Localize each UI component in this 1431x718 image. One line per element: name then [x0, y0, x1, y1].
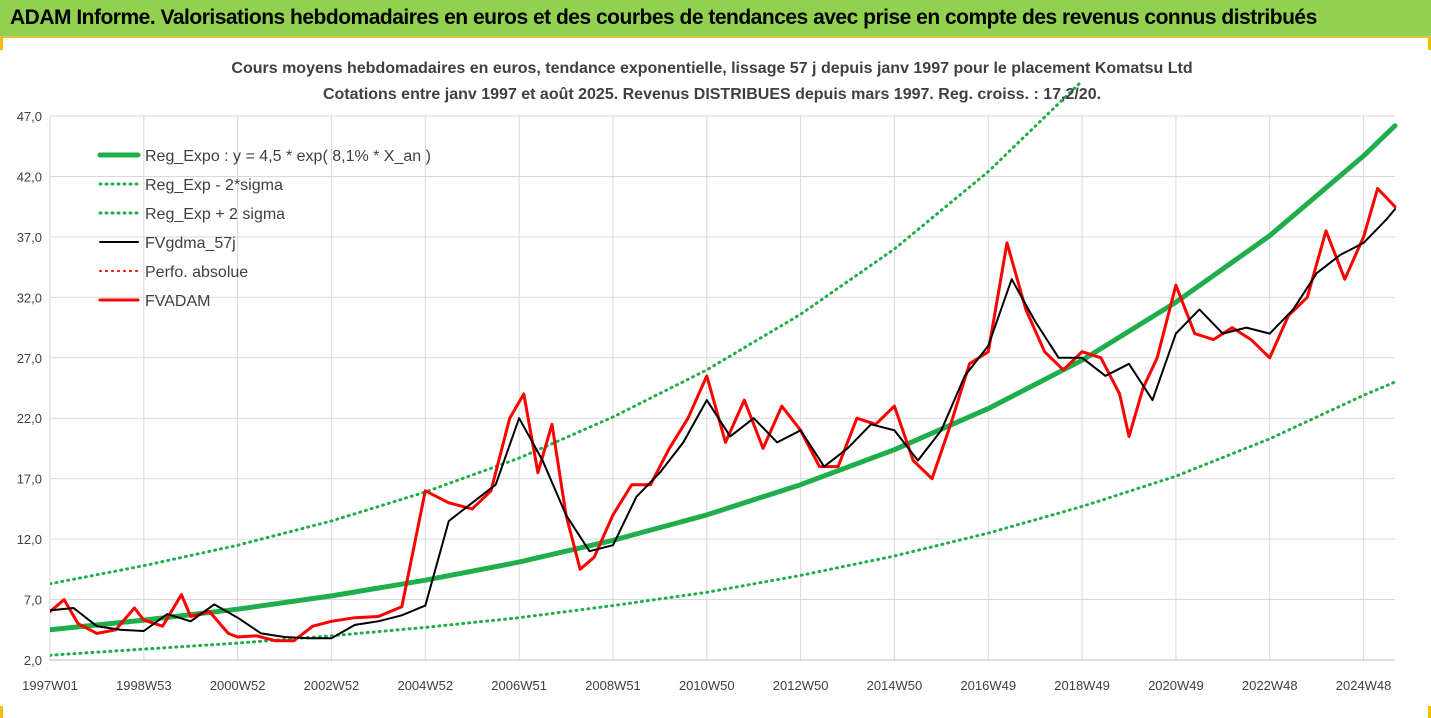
series-line-3 [50, 208, 1396, 640]
legend: Reg_Expo : y = 4,5 * exp( 8,1% * X_an ) R… [97, 148, 431, 310]
y-tick-label: 12,0 [17, 532, 42, 547]
banner: ADAM Informe. Valorisations hebdomadaire… [0, 0, 1431, 38]
series-line-0 [50, 123, 1398, 633]
y-tick-label: 7,0 [24, 593, 42, 608]
banner-title: ADAM Informe. Valorisations hebdomadaire… [10, 6, 1317, 29]
legend-entry: Perfo. absolue [145, 264, 248, 281]
legend-entry: Reg_Expo : y = 4,5 * exp( 8,1% * X_an ) [145, 148, 431, 165]
y-tick-label: 37,0 [17, 230, 42, 245]
chart-subtitle: Cotations entre janv 1997 et août 2025. … [323, 86, 1101, 103]
series-line-2 [50, 80, 1084, 586]
x-tick-label: 1997W01 [22, 678, 78, 693]
legend-entry: Reg_Exp + 2 sigma [145, 206, 285, 223]
y-tick-label: 22,0 [17, 411, 42, 426]
x-tick-label: 2002W52 [304, 678, 360, 693]
corner-mark-bottom-left [0, 706, 3, 718]
y-tick-label: 42,0 [17, 169, 42, 184]
corner-mark-top-right [1428, 38, 1431, 50]
axes: 2,0 7,0 12,0 17,0 22,0 27,0 32,0 37,0 42,0 47,0 19… [17, 109, 1395, 693]
series-layer [50, 80, 1398, 657]
corner-mark-top-left [0, 38, 3, 50]
x-tick-label: 2022W48 [1242, 678, 1298, 693]
chart-title: Cours moyens hebdomadaires en euros, ten… [231, 60, 1192, 77]
x-tick-label: 2016W49 [960, 678, 1016, 693]
x-tick-label: 2012W50 [773, 678, 829, 693]
y-tick-label: 2,0 [24, 653, 42, 668]
grid [49, 115, 1395, 661]
legend-entry: FVADAM [145, 293, 210, 310]
x-tick-label: 2018W49 [1054, 678, 1110, 693]
y-tick-label: 47,0 [17, 109, 42, 124]
x-tick-label: 2020W49 [1148, 678, 1204, 693]
y-tick-label: 32,0 [17, 290, 42, 305]
legend-entry: FVgdma_57j [145, 235, 236, 252]
series-line-5 [50, 187, 1397, 643]
x-tick-label: 2000W52 [210, 678, 266, 693]
y-tick-label: 17,0 [17, 472, 42, 487]
y-tick-label: 27,0 [17, 351, 42, 366]
chart: 2,0 7,0 12,0 17,0 22,0 27,0 32,0 37,0 42,0 47,0 19… [17, 60, 1398, 693]
x-tick-label: 2004W52 [397, 678, 453, 693]
x-tick-label: 2024W48 [1336, 678, 1392, 693]
x-tick-label: 2006W51 [491, 678, 547, 693]
legend-entry: Reg_Exp - 2*sigma [145, 177, 283, 194]
x-tick-label: 2010W50 [679, 678, 735, 693]
x-tick-label: 2014W50 [867, 678, 923, 693]
x-tick-label: 1998W53 [116, 678, 172, 693]
corner-mark-bottom-right [1428, 706, 1431, 718]
x-tick-label: 2008W51 [585, 678, 641, 693]
